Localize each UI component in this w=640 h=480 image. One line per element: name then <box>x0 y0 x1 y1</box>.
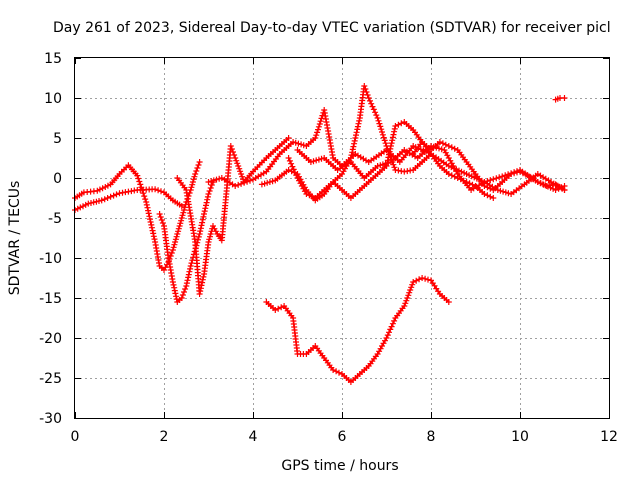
x-tick-label: 8 <box>427 429 436 445</box>
y-axis-title: SDTVAR / TECUs <box>7 181 23 296</box>
series-markers <box>205 107 568 193</box>
x-tick-label: 6 <box>338 429 347 445</box>
series-track-9 <box>410 139 568 193</box>
series-track-5 <box>205 107 568 193</box>
series-track-8 <box>294 143 568 197</box>
series-line <box>412 141 566 191</box>
series-markers <box>72 186 185 213</box>
chart-title: Day 261 of 2023, Sidereal Day-to-day VTE… <box>53 20 611 36</box>
series-track-11 <box>552 95 568 103</box>
series-markers <box>72 159 203 273</box>
series-track-1 <box>72 159 203 273</box>
axis-ticks: 0 2 4 6 8 10 12 -30 -25 -20 -15 -10 -5 0 5 10 15 <box>39 51 618 445</box>
y-tick-label: -5 <box>48 211 62 227</box>
y-tick-label: -10 <box>39 251 62 267</box>
y-tick-label: -15 <box>39 291 62 307</box>
series-track-10 <box>263 275 452 385</box>
series-markers <box>258 83 434 204</box>
x-axis-title: GPS time / hours <box>281 458 398 474</box>
y-tick-label: -25 <box>39 371 62 387</box>
y-tick-label: 0 <box>53 171 62 187</box>
series-markers <box>552 95 568 103</box>
plot-frame <box>74 57 610 419</box>
y-tick-label: 10 <box>44 91 62 107</box>
series-track-2 <box>72 186 185 213</box>
y-tick-label: -30 <box>39 411 62 427</box>
series-markers <box>410 139 568 193</box>
data-series <box>72 83 568 385</box>
x-tick-label: 10 <box>511 429 529 445</box>
series-markers <box>263 275 452 385</box>
y-tick-label: 15 <box>44 51 62 67</box>
x-tick-label: 4 <box>249 429 258 445</box>
x-tick-label: 2 <box>160 429 169 445</box>
grid <box>75 58 609 418</box>
y-tick-label: 5 <box>53 131 62 147</box>
x-tick-label: 12 <box>600 429 618 445</box>
x-tick-label: 0 <box>71 429 80 445</box>
series-track-6 <box>258 83 434 204</box>
series-line <box>261 85 432 202</box>
y-tick-label: -20 <box>39 331 62 347</box>
